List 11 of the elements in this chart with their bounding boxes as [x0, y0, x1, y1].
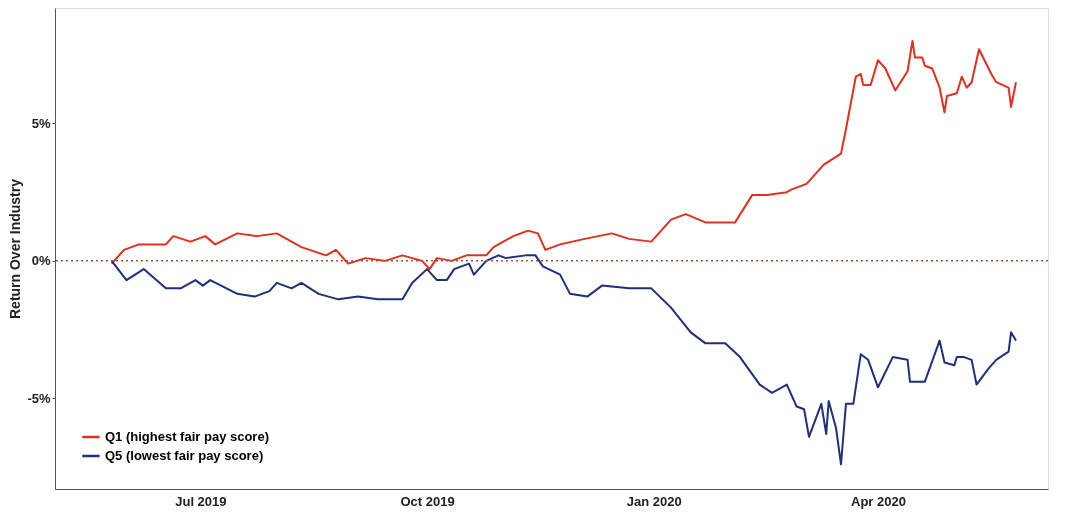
x-tick-label: Apr 2020 [851, 493, 906, 509]
y-tick-label: -5% [27, 390, 51, 406]
y-tick-label: 0% [31, 253, 51, 269]
x-tick-label: Jul 2019 [175, 493, 227, 509]
legend-label: Q5 (lowest fair pay score) [105, 448, 264, 463]
x-tick-label: Oct 2019 [400, 493, 455, 509]
legend-label: Q1 (highest fair pay score) [105, 429, 269, 444]
x-tick-label: Jan 2020 [626, 493, 682, 509]
y-axis-title: Return Over Industry [7, 178, 24, 320]
line-series [110, 39, 1017, 271]
y-tick-label: 5% [31, 115, 51, 131]
